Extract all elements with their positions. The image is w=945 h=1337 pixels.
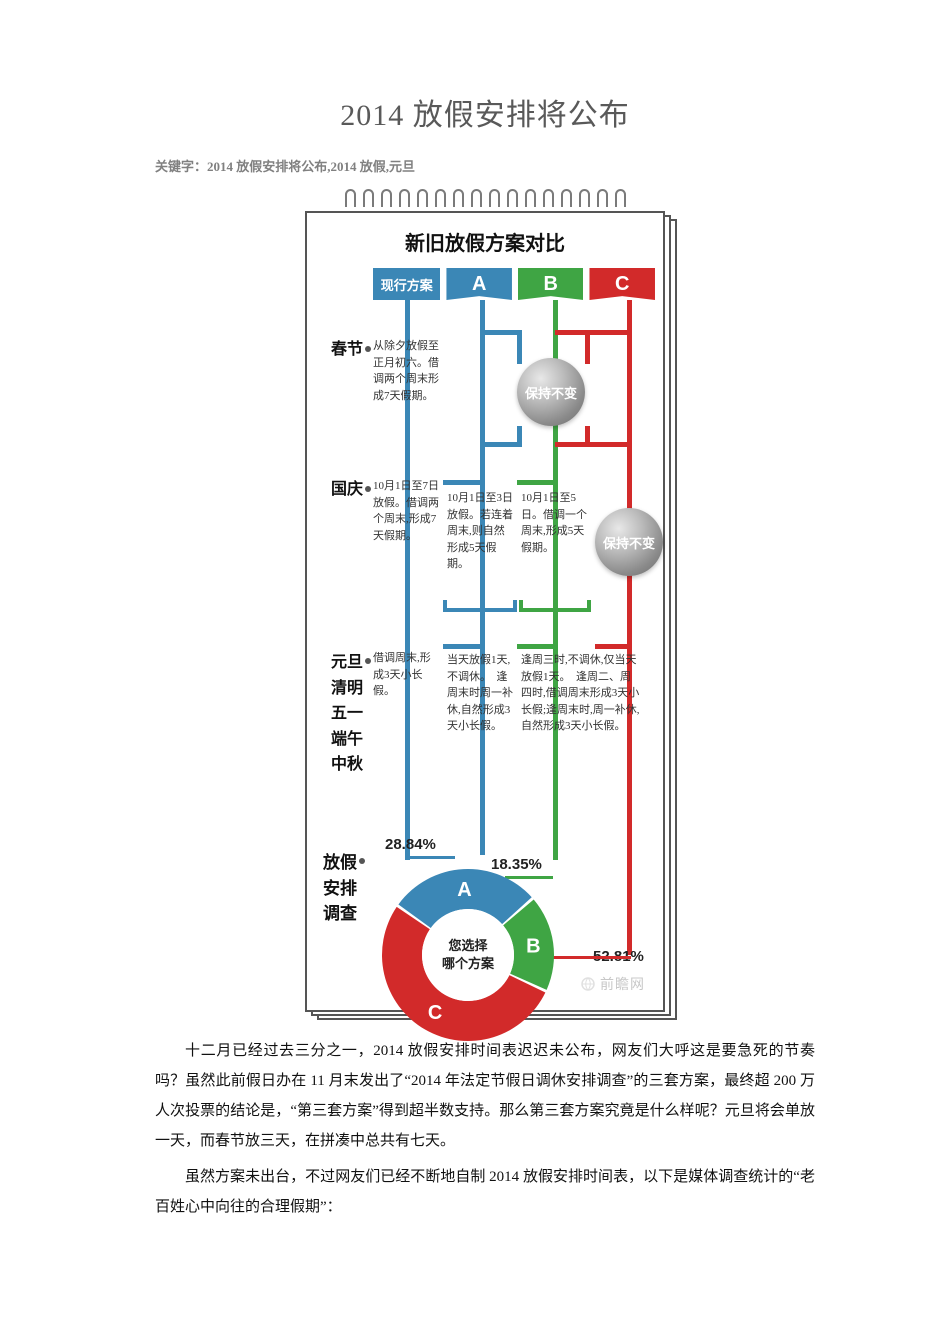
leader-c <box>553 956 631 959</box>
infographic: 新旧放假方案对比 现行方案 A B C 春节 从除夕放假至正月初 <box>305 189 665 1012</box>
paragraph-1: 十二月已经过去三分之一，2014 放假安排时间表迟迟未公布，网友们大呼这是要急死… <box>155 1036 815 1156</box>
pct-a: 28.84% <box>385 836 436 853</box>
desc-short-current: 借调周末,形成3天小长假。 <box>373 650 439 700</box>
donut-letter-a: A <box>457 879 471 901</box>
keywords-line: 关键字：2014 放假安排将公布,2014 放假,元旦 <box>155 156 815 175</box>
donut-chart: A B C 您选择 哪个方案 <box>373 860 563 1050</box>
bullet-survey <box>359 858 365 864</box>
notebook-stack: 新旧放假方案对比 现行方案 A B C 春节 从除夕放假至正月初 <box>305 211 665 1012</box>
donut-center-top: 您选择 <box>448 937 487 955</box>
watermark-text: 前瞻网 <box>600 974 645 994</box>
desc-short-bc: 逢周三时,不调休,仅当天放假1天。 逢周二、周四时,借调周末形成3天小长假;逢周… <box>521 652 641 735</box>
donut-letter-c: C <box>428 1002 442 1024</box>
merge-chunjie-c-down <box>585 330 590 364</box>
keywords-label: 关键字： <box>155 159 207 174</box>
spiral-binding <box>305 189 665 211</box>
survey-label-text: 放假安排调查 <box>323 853 357 923</box>
desc-guoqing-b: 10月1日至5日。借调一个周末,形成5天假期。 <box>521 490 589 556</box>
paragraph-2: 虽然方案未出台，不过网友们已经不断地自制 2014 放假安排时间表，以下是媒体调… <box>155 1162 815 1222</box>
keywords-text: 2014 放假安排将公布,2014 放假,元旦 <box>207 159 415 174</box>
branch-guoqing-wrap-a <box>443 600 517 612</box>
tag-current: 现行方案 <box>373 268 440 300</box>
tag-b: B <box>518 268 584 300</box>
donut-center-bottom: 哪个方案 <box>442 955 494 973</box>
desc-guoqing-current: 10月1日至7日放假。借调两个周末,形成7天假期。 <box>373 478 439 544</box>
tracks-area: 春节 从除夕放假至正月初六。借调两个周末形成7天假期。 保持不变 国庆 <box>315 300 655 1000</box>
vline-a <box>480 300 485 855</box>
row-label-survey: 放假安排调查 <box>323 850 357 927</box>
node-chunjie-unchanged: 保持不变 <box>517 358 585 426</box>
short-qingming: 清明 <box>331 680 363 697</box>
row-label-short: 元旦 清明 五一 端午 中秋 <box>313 650 363 778</box>
leader-a <box>405 856 455 859</box>
desc-short-a: 当天放假1天,不调休。 逢周末时周一补休,自然形成3天小长假。 <box>447 652 513 735</box>
short-zhongqiu: 中秋 <box>331 756 363 773</box>
branch-guoqing-a <box>443 480 483 485</box>
merge-chunjie-c <box>555 330 632 335</box>
branch-guoqing-b <box>517 480 557 485</box>
vline-c <box>627 300 632 955</box>
branch-short-c-top <box>595 644 631 649</box>
split-chunjie-a <box>480 442 522 447</box>
notebook-page-front: 新旧放假方案对比 现行方案 A B C 春节 从除夕放假至正月初 <box>305 211 665 1012</box>
donut-letter-b: B <box>526 936 540 958</box>
page-title: 2014 放假安排将公布 <box>155 90 815 134</box>
watermark: 前瞻网 <box>580 974 645 994</box>
infographic-title: 新旧放假方案对比 <box>315 227 655 256</box>
branch-short-b-top <box>517 644 557 649</box>
branch-guoqing-wrap-b <box>519 600 591 612</box>
merge-chunjie-a-down <box>517 330 522 364</box>
merge-chunjie-a <box>480 330 522 335</box>
bullet-guoqing <box>365 486 371 492</box>
globe-icon <box>580 976 596 992</box>
short-duanwu: 端午 <box>331 731 363 748</box>
donut-center: 您选择 哪个方案 <box>422 909 514 1001</box>
split-chunjie-c <box>555 442 632 447</box>
node-guoqing-unchanged: 保持不变 <box>595 508 663 576</box>
desc-guoqing-a: 10月1日至3日放假。若连着周末,则自然形成5天假期。 <box>447 490 515 573</box>
tag-c: C <box>589 268 655 300</box>
row-label-guoqing: 国庆 <box>313 478 363 502</box>
desc-chunjie-current: 从除夕放假至正月初六。借调两个周末形成7天假期。 <box>373 338 439 404</box>
tag-a: A <box>446 268 512 300</box>
branch-short-a-top <box>443 644 483 649</box>
bullet-chunjie <box>365 346 371 352</box>
short-yuandan: 元旦 <box>331 654 363 671</box>
bullet-short <box>365 658 371 664</box>
row-label-chunjie: 春节 <box>313 338 363 362</box>
short-wuyi: 五一 <box>331 705 363 722</box>
plan-tags-row: 现行方案 A B C <box>373 268 655 300</box>
